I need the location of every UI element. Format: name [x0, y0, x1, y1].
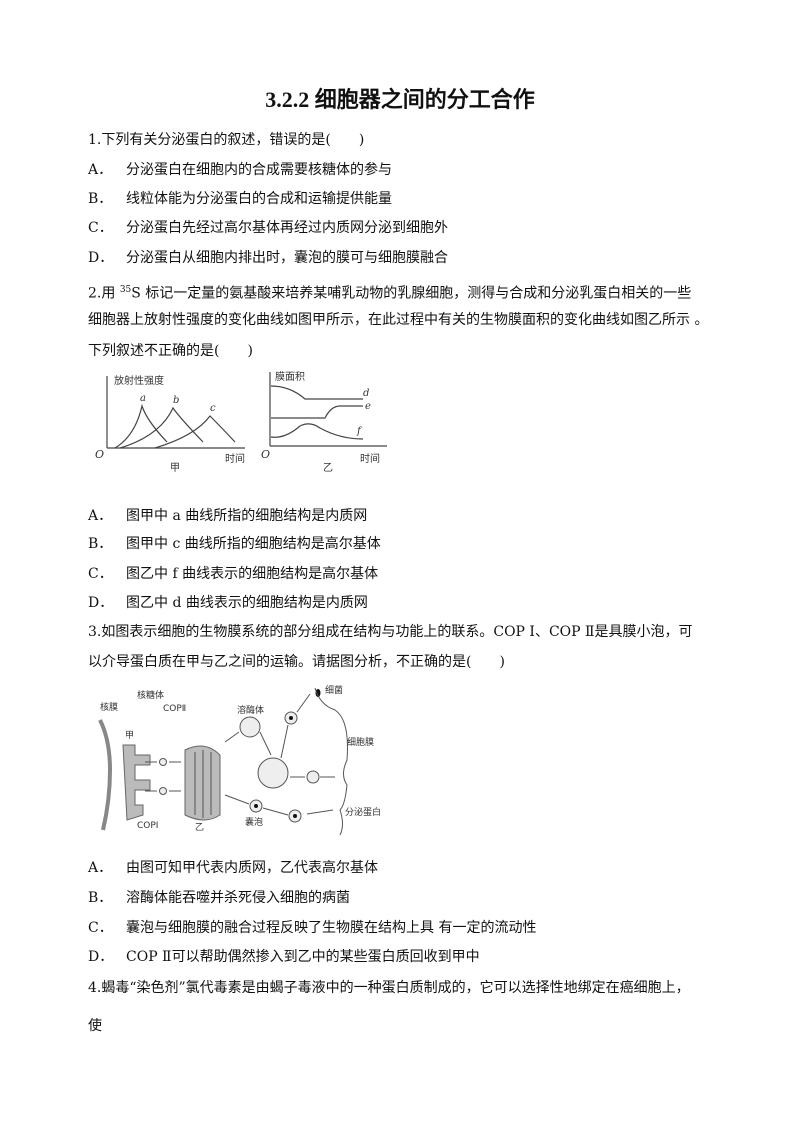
label-lysosome: 溶酶体: [237, 704, 264, 716]
copi-vesicle: [159, 787, 167, 795]
question-1-option-a[interactable]: A． 分泌蛋白在细胞内的合成需要核糖体的参与: [88, 161, 392, 179]
question-3-stem-line-1: 3.如图表示细胞的生物膜系统的部分组成在结构与功能上的联系。COP Ⅰ、COP …: [88, 624, 693, 640]
bacteria-shape: [315, 689, 321, 697]
option-label: A．: [88, 860, 113, 876]
nuclear-membrane-shape: [98, 719, 113, 831]
option-text: 囊泡与细胞膜的融合过程反映了生物膜在结构上具 有一定的流动性: [126, 920, 537, 936]
option-label: D．: [88, 949, 114, 965]
jia-y-label: 放射性强度: [114, 374, 164, 387]
question-2-stem-line-3: 下列叙述不正确的是( ): [88, 343, 253, 359]
yi-origin: O: [261, 448, 270, 461]
option-label: D．: [88, 250, 114, 266]
label-ribosome: 核糖体: [137, 689, 164, 701]
yi-x-label: 时间: [360, 452, 380, 465]
curve-b: [119, 406, 204, 449]
label-copII: COPⅡ: [163, 704, 186, 714]
question-3-option-d[interactable]: D． COP Ⅱ可以帮助偶然掺入到乙中的某些蛋白质回收到甲中: [88, 948, 480, 966]
curve-a: [114, 403, 168, 449]
label-c: c: [210, 403, 216, 414]
cell-membrane-line: [314, 687, 348, 836]
option-label: B．: [88, 890, 113, 906]
label-d: d: [363, 388, 369, 399]
option-label: B．: [88, 191, 113, 207]
question-3-stem-line-2: 以介导蛋白质在甲与乙之间的运输。请据图分析，不正确的是( ): [88, 654, 505, 670]
label-a: a: [140, 393, 146, 404]
option-text: 分泌蛋白在细胞内的合成需要核糖体的参与: [126, 162, 392, 178]
question-1-stem: 1.下列有关分泌蛋白的叙述，错误的是( ): [88, 132, 365, 148]
question-2-figure: 放射性强度 a b c O 时间 甲 膜面积 d e f O 时间 乙: [95, 371, 387, 474]
yi-y-label: 膜面积: [275, 371, 305, 383]
question-3-figure: 核膜 核糖体 COPⅡ 甲 COPⅠ 乙 溶酶体 细菌 细胞膜 囊泡 分泌蛋白: [98, 684, 381, 836]
question-1-option-b[interactable]: B． 线粒体能为分泌蛋白的合成和运输提供能量: [88, 190, 392, 208]
option-label: D．: [88, 595, 114, 611]
option-label: A．: [88, 508, 113, 524]
question-2-option-d[interactable]: D． 图乙中 d 曲线表示的细胞结构是内质网: [88, 594, 368, 612]
option-text: COP Ⅱ可以帮助偶然掺入到乙中的某些蛋白质回收到甲中: [126, 949, 480, 965]
curve-d: [270, 385, 363, 400]
chart-yi: [269, 372, 387, 447]
curve-e: [271, 405, 363, 419]
large-lysosome: [257, 757, 289, 789]
question-2-option-a[interactable]: A． 图甲中 a 曲线所指的细胞结构是内质网: [88, 507, 367, 525]
option-label: C．: [88, 566, 113, 582]
question-2-stem-line-1: 2.用 35S 标记一定量的氨基酸来培养某哺乳动物的乳腺细胞，测得与合成和分泌乳…: [88, 281, 691, 303]
label-e: e: [365, 401, 371, 412]
option-label: C．: [88, 220, 113, 236]
option-text: 图乙中 d 曲线表示的细胞结构是内质网: [126, 595, 368, 611]
label-yi: 乙: [195, 822, 204, 833]
label-nuclear-membrane: 核膜: [100, 701, 118, 713]
option-text: 图乙中 f 曲线表示的细胞结构是高尔基体: [126, 566, 379, 582]
question-3-option-a[interactable]: A． 由图可知甲代表内质网，乙代表高尔基体: [88, 859, 378, 877]
option-text: 分泌蛋白先经过高尔基体再经过内质网分泌到细胞外: [126, 220, 448, 236]
jia-caption: 甲: [170, 463, 180, 474]
chart-jia: [106, 376, 245, 449]
curve-f: [270, 423, 364, 440]
option-text: 由图可知甲代表内质网，乙代表高尔基体: [126, 860, 378, 876]
question-4-stem-line-1: 4.蝎毒“染色剂”氯代毒素是由蝎子毒液中的一种蛋白质制成的，它可以选择性地绑定在…: [88, 980, 690, 996]
question-1-option-d[interactable]: D． 分泌蛋白从细胞内排出时，囊泡的膜可与细胞膜融合: [88, 249, 448, 267]
option-label: B．: [88, 536, 113, 552]
option-text: 图甲中 c 曲线所指的细胞结构是高尔基体: [126, 536, 381, 552]
jia-origin: O: [95, 448, 104, 461]
question-1-option-c[interactable]: C． 分泌蛋白先经过高尔基体再经过内质网分泌到细胞外: [88, 219, 448, 237]
curve-c: [154, 415, 236, 449]
yi-caption: 乙: [323, 462, 333, 474]
jia-x-label: 时间: [225, 452, 245, 465]
label-secretory-protein: 分泌蛋白: [345, 806, 381, 818]
page-title: 3.2.2 细胞器之间的分工合作: [265, 87, 535, 112]
er-shape: [122, 744, 151, 821]
stem-text: S 标记一定量的氨基酸来培养某哺乳动物的乳腺细胞，测得与合成和分泌乳蛋白相关的一…: [131, 285, 692, 302]
option-text: 溶酶体能吞噬并杀死侵入细胞的病菌: [126, 890, 350, 906]
question-2-option-b[interactable]: B． 图甲中 c 曲线所指的细胞结构是高尔基体: [88, 535, 381, 553]
label-f: f: [356, 426, 363, 437]
question-4-stem-line-2: 使: [88, 1018, 102, 1034]
option-text: 图甲中 a 曲线所指的细胞结构是内质网: [126, 508, 368, 524]
lysosome: [239, 716, 261, 738]
question-2-stem-line-2: 细胞器上放射性强度的变化曲线如图甲所示，在此过程中有关的生物膜面积的变化曲线如图…: [88, 312, 709, 328]
option-text: 线粒体能为分泌蛋白的合成和运输提供能量: [126, 191, 392, 207]
label-copI: COPⅠ: [137, 821, 158, 831]
question-3-option-b[interactable]: B． 溶酶体能吞噬并杀死侵入细胞的病菌: [88, 889, 350, 907]
question-3-option-c[interactable]: C． 囊泡与细胞膜的融合过程反映了生物膜在结构上具 有一定的流动性: [88, 919, 536, 937]
copii-vesicle: [159, 758, 167, 766]
label-jia: 甲: [125, 730, 134, 741]
isotope-superscript: 35: [119, 285, 132, 295]
label-cell-membrane: 细胞膜: [347, 736, 374, 748]
option-label: A．: [88, 162, 113, 178]
label-vesicle: 囊泡: [245, 816, 263, 828]
question-2-option-c[interactable]: C． 图乙中 f 曲线表示的细胞结构是高尔基体: [88, 565, 378, 583]
label-b: b: [173, 395, 179, 406]
option-text: 分泌蛋白从细胞内排出时，囊泡的膜可与细胞膜融合: [126, 250, 448, 266]
stem-prefix: 2.用: [88, 285, 120, 302]
option-label: C．: [88, 920, 113, 936]
label-bacteria: 细菌: [325, 684, 343, 696]
